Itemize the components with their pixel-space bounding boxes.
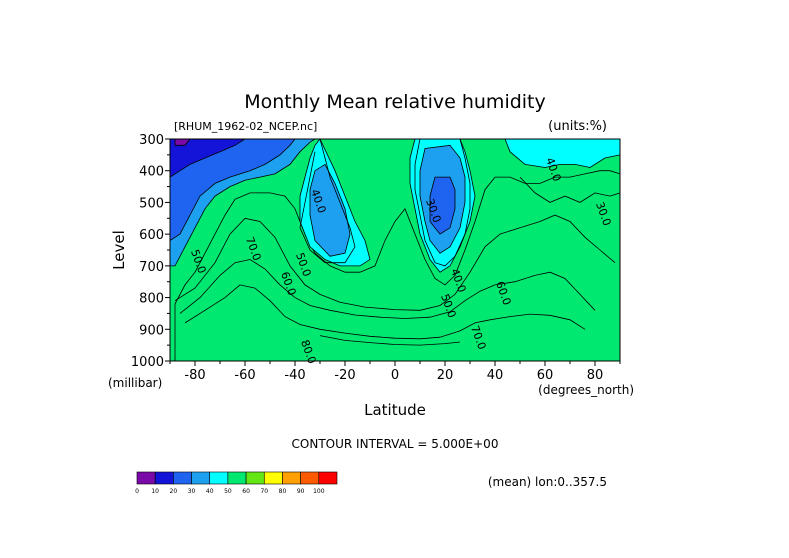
- contour-interval-label: CONTOUR INTERVAL = 5.000E+00: [292, 437, 499, 451]
- contour-line-6: [519, 176, 620, 203]
- colorbar-tick-label-6: 60: [242, 488, 250, 495]
- y-tick-label-5: 800: [139, 292, 164, 307]
- x-tick-label-1: -60: [234, 368, 255, 383]
- colorbar-tick-label-8: 80: [279, 488, 287, 495]
- contour-line-2: [184, 284, 586, 340]
- x-tick-label-4: 0: [391, 368, 399, 383]
- x-axis-label: Latitude: [364, 401, 426, 419]
- colorbar-tick-label-0: 0: [135, 488, 139, 495]
- x-tick-label-3: -20: [334, 368, 355, 383]
- x-tick-label-8: 80: [587, 368, 604, 383]
- y-tick-label-4: 700: [139, 260, 164, 275]
- x-units-label: (degrees_north): [538, 383, 634, 397]
- x-tick-label-7: 60: [537, 368, 554, 383]
- colorbar-tick-label-5: 50: [224, 488, 232, 495]
- units-label: (units:%): [548, 119, 607, 134]
- y-tick-label-2: 500: [139, 196, 164, 211]
- colorbar-swatch-2: [173, 471, 192, 485]
- colorbar-swatch-5: [227, 471, 247, 485]
- mean-label: (mean) lon:0..357.5: [488, 475, 607, 489]
- contour-lines: [174, 139, 620, 346]
- colorbar: 0 10 20 30 40 50 60 70 80 90 100: [135, 471, 338, 495]
- contour-band-8: [504, 139, 620, 168]
- y-tick-label-6: 900: [139, 323, 164, 338]
- contour-band-9: [309, 163, 351, 257]
- y-units-label: (millibar): [108, 376, 162, 390]
- colorbar-tick-label-4: 40: [206, 488, 214, 495]
- colorbar-tick-label-2: 20: [170, 488, 178, 495]
- y-axis-label: Level: [110, 230, 128, 270]
- contour-line-3: [319, 335, 461, 346]
- contour-band-14: [170, 139, 246, 178]
- dataset-label: [RHUM_1962-02_NCEP.nc]: [174, 120, 317, 133]
- y-tick-label-0: 300: [139, 133, 164, 148]
- x-tick-label-2: -40: [284, 368, 305, 383]
- contour-line-1: [179, 259, 596, 319]
- colorbar-swatch-7: [263, 471, 283, 485]
- y-tick-label-7: 1000: [131, 355, 164, 370]
- colorbar-tick-label-9: 90: [297, 488, 305, 495]
- y-tick-label-1: 400: [139, 165, 164, 180]
- chart-title: Monthly Mean relative humidity: [244, 91, 546, 113]
- contour-band-5: [174, 170, 620, 361]
- colorbar-swatch-9: [300, 471, 320, 485]
- x-tick-label-5: 20: [437, 368, 454, 383]
- colorbar-tick-label-10: 100: [313, 488, 325, 495]
- contour-band-15: [174, 139, 191, 146]
- colorbar-swatch-6: [245, 471, 265, 485]
- contour-band-13: [170, 139, 296, 241]
- colorbar-tick-label-1: 10: [151, 488, 159, 495]
- colorbar-swatch-1: [154, 471, 174, 485]
- colorbar-tick-label-7: 70: [260, 488, 268, 495]
- contour-band-11: [429, 176, 456, 235]
- x-tick-label-6: 40: [487, 368, 504, 383]
- contour-line-0: [174, 214, 616, 311]
- contour-fill-bands: [170, 139, 620, 361]
- colorbar-swatch-3: [191, 471, 211, 485]
- colorbar-swatch-0: [136, 471, 156, 485]
- colorbar-swatch-8: [282, 471, 301, 485]
- colorbar-tick-label-3: 30: [188, 488, 196, 495]
- contour-line-5: [414, 139, 471, 267]
- colorbar-swatch-4: [209, 471, 229, 485]
- axes: 300 400 500 600 700 800 900 1000 -80 -60 -40 -20 0 20…: [131, 133, 621, 383]
- x-tick-label-0: -80: [184, 368, 205, 383]
- colorbar-swatch-10: [318, 471, 338, 485]
- y-tick-label-3: 600: [139, 228, 164, 243]
- contour-line-4: [299, 139, 356, 264]
